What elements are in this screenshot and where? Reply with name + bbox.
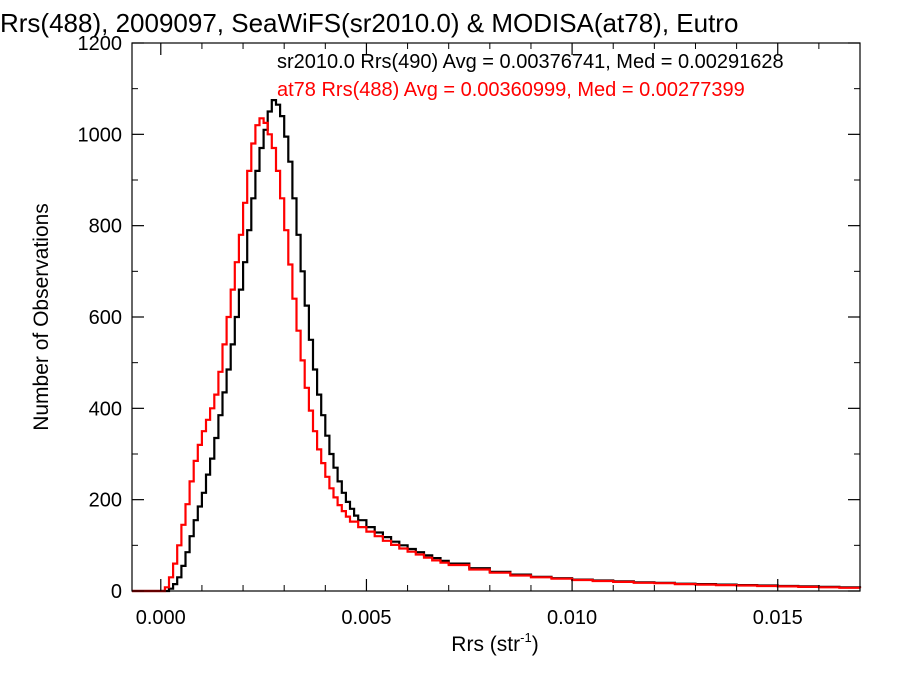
y-tick-label: 600: [89, 307, 122, 329]
y-tick-label: 800: [89, 216, 122, 238]
y-tick-label: 1000: [78, 124, 123, 146]
y-tick-label: 1200: [78, 33, 123, 55]
y-tick-label: 400: [89, 398, 122, 420]
x-axis-label-main: Rrs (str: [451, 633, 520, 656]
x-axis-label-superscript: -1: [520, 630, 532, 645]
plot-frame: [131, 42, 861, 592]
legend-entry-at78: at78 Rrs(488) Avg = 0.00360999, Med = 0.…: [277, 79, 745, 101]
y-axis-label: Number of Observations: [30, 203, 53, 431]
legend-entry-sr2010: sr2010.0 Rrs(490) Avg = 0.00376741, Med …: [277, 51, 784, 73]
x-axis-label: Rrs (str-1): [451, 630, 538, 656]
series-line-0: [132, 99, 862, 593]
x-axis-label-close: ): [532, 633, 539, 656]
plot-area: 0.000 0.005 0.010 0.015 0 200 400 600 800 1000 120…: [78, 33, 862, 629]
y-tick-label: 200: [89, 490, 122, 512]
x-tick-label: 0.015: [753, 607, 803, 629]
series-line-1: [132, 117, 862, 593]
chart-title: Rrs(488), 2009097, SeaWiFS(sr2010.0) & M…: [0, 8, 738, 38]
x-tick-label: 0.000: [136, 607, 186, 629]
x-tick-label: 0.005: [341, 607, 391, 629]
y-tick-label: 0: [111, 581, 122, 603]
x-tick-label: 0.010: [547, 607, 597, 629]
